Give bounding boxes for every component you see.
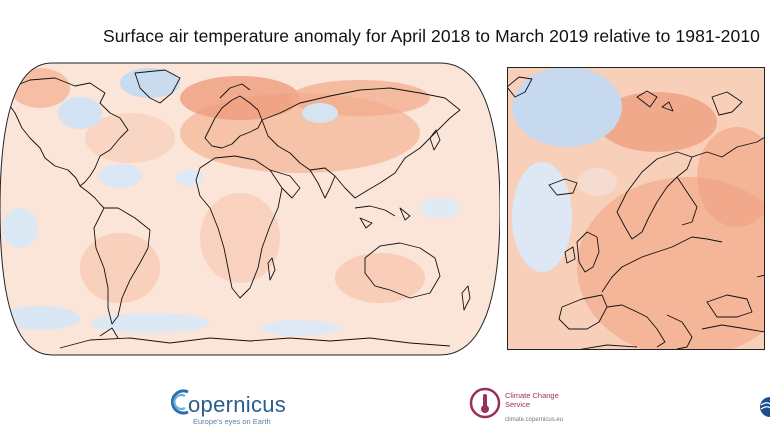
- page-title: Surface air temperature anomaly for Apri…: [102, 26, 760, 46]
- warm-anomaly-australia: [335, 253, 425, 303]
- cool-anomaly-pacific: [2, 208, 38, 248]
- warm-anomaly-russia: [697, 127, 765, 227]
- world-anomaly-map: [0, 62, 500, 356]
- warm-anomaly-south-america: [80, 233, 160, 303]
- cool-anomaly-atlantic: [98, 164, 142, 188]
- cool-anomaly-ross-sea: [0, 306, 80, 330]
- europe-coastlines: [507, 76, 765, 350]
- cool-anomaly-north-atlantic: [512, 162, 572, 272]
- cool-anomaly-pacific-east: [420, 198, 460, 218]
- cool-anomaly-southern-ocean-2: [260, 320, 340, 336]
- cool-anomaly-greenland: [120, 68, 180, 98]
- copernicus-wordmark: opernicus: [188, 392, 287, 417]
- c3s-thermometer-icon: [469, 387, 501, 419]
- c3s-service-name: Climate Change Service: [505, 391, 559, 409]
- ecmwf-logo-icon: [760, 397, 770, 417]
- warm-anomaly-north-america: [85, 113, 175, 163]
- copernicus-logo-icon: [170, 389, 189, 415]
- cool-anomaly-canada: [58, 97, 102, 129]
- copernicus-tagline: Europe's eyes on Earth: [193, 417, 271, 426]
- warm-anomaly-alaska: [10, 68, 70, 108]
- warm-anomaly-europe: [180, 76, 300, 120]
- cool-anomaly-southern-ocean: [90, 313, 210, 333]
- neutral-anomaly-north-sea: [577, 168, 617, 196]
- coastlines: [7, 69, 471, 349]
- warm-anomaly-africa: [200, 193, 280, 283]
- warm-anomaly-barents: [597, 92, 717, 152]
- world-map-frame: [0, 62, 500, 356]
- cool-anomaly-greenland-sea: [512, 67, 622, 147]
- cool-anomaly-north-africa: [176, 170, 204, 186]
- c3s-url: climate.copernicus.eu: [505, 417, 564, 423]
- europe-map-frame: [507, 67, 765, 350]
- europe-anomaly-map: [507, 67, 765, 350]
- cool-anomaly-siberia: [302, 103, 338, 123]
